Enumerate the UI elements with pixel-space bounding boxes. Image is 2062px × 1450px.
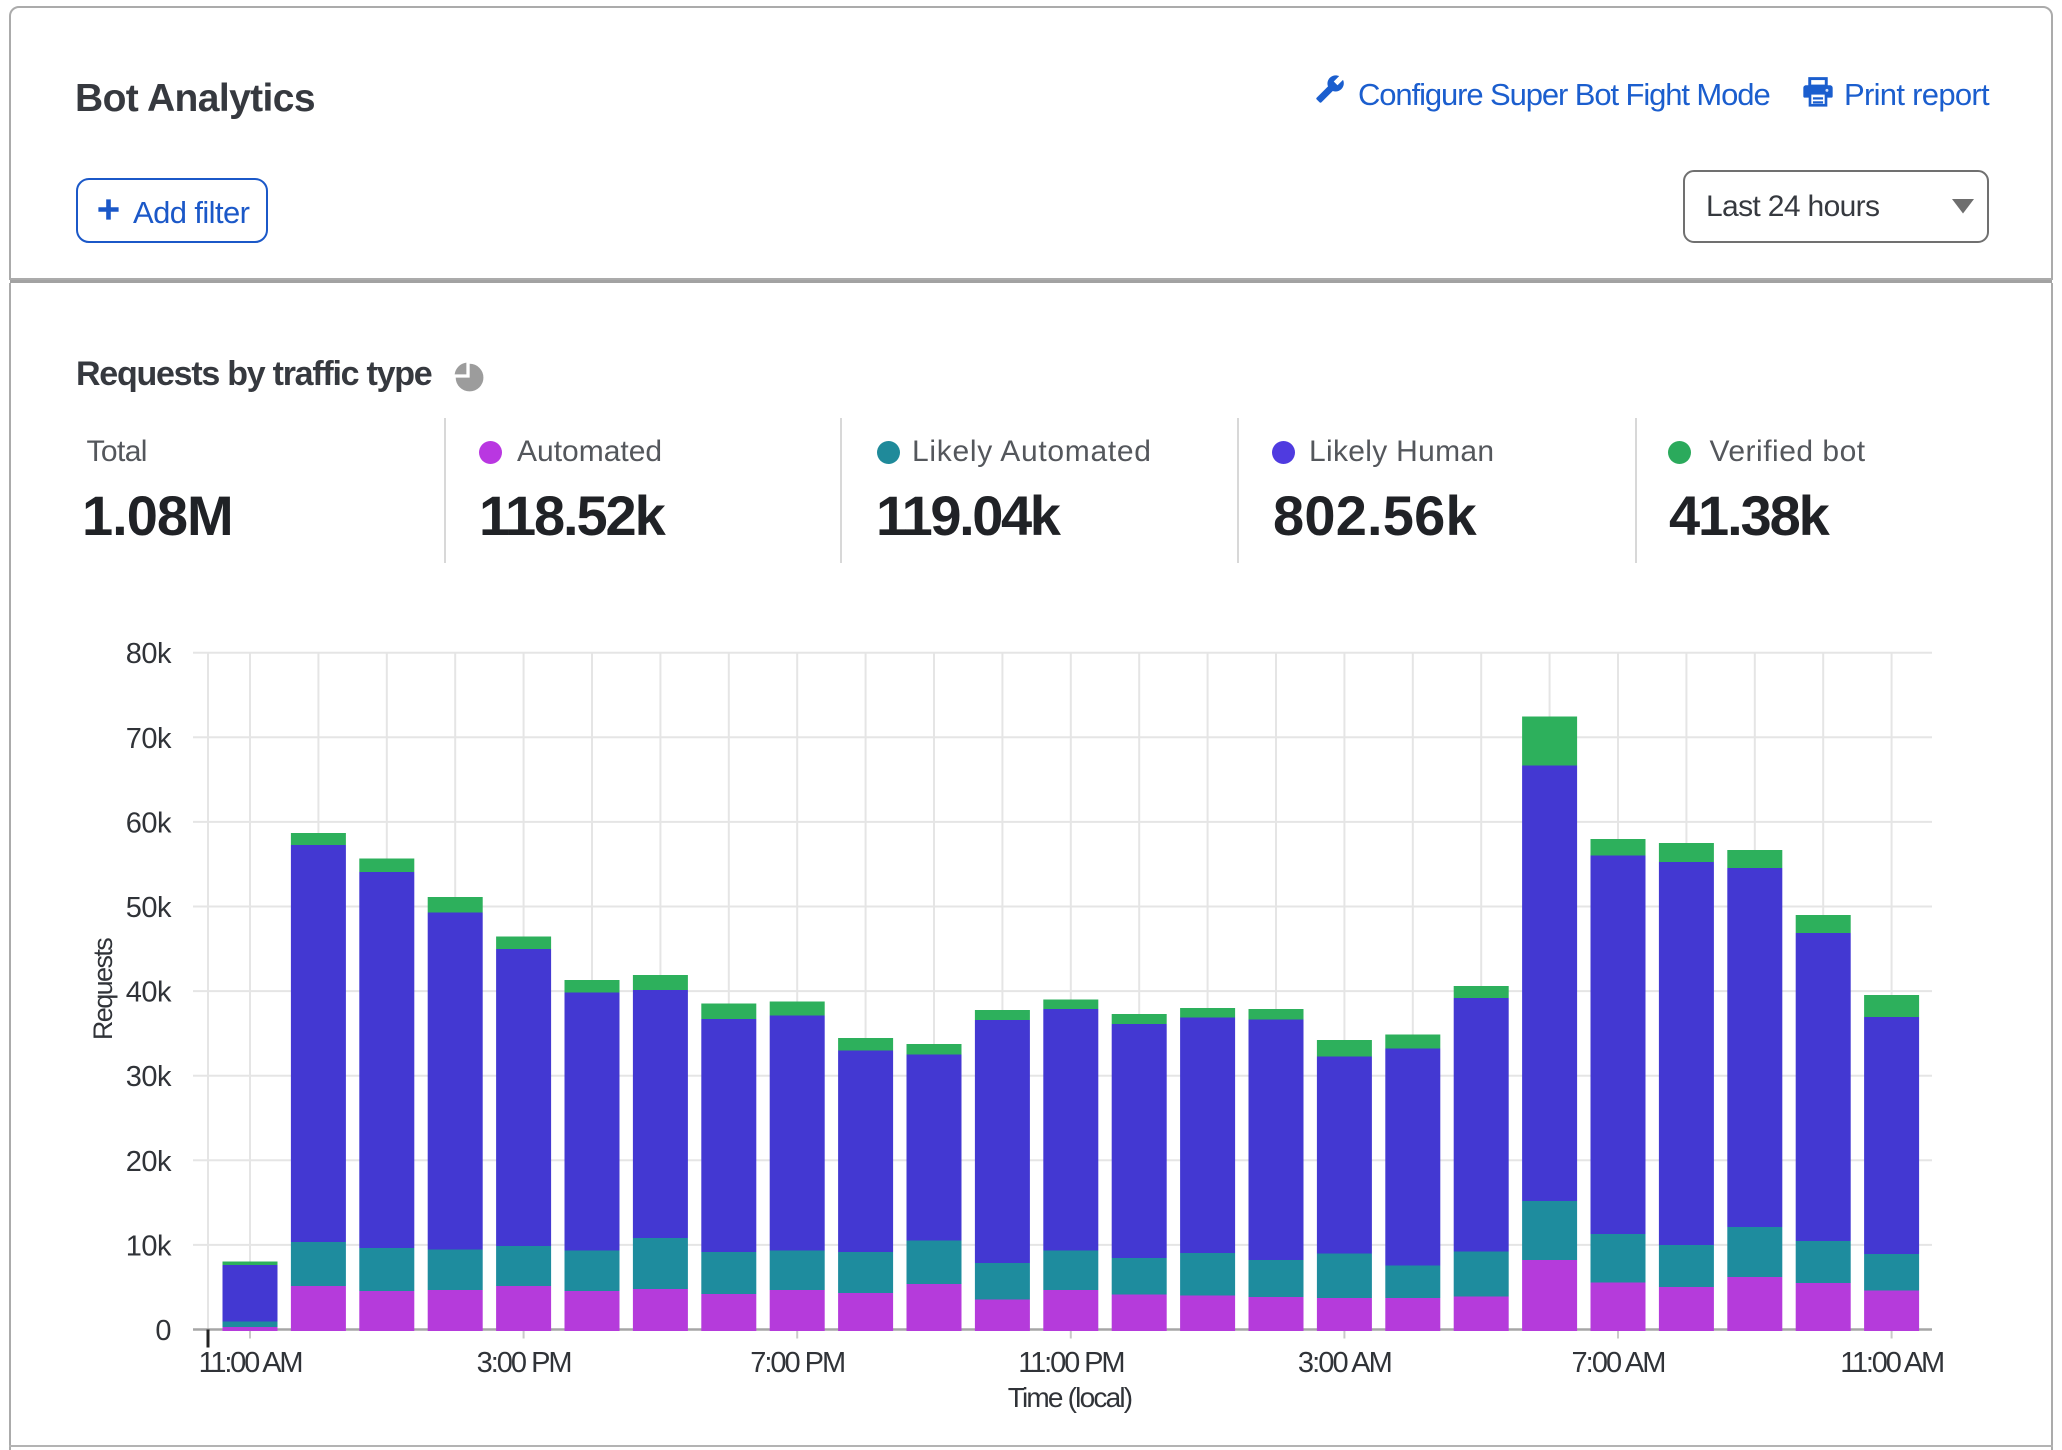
svg-text:70k: 70k xyxy=(126,723,172,755)
svg-text:11:00 AM: 11:00 AM xyxy=(199,1347,302,1379)
svg-text:3:00 PM: 3:00 PM xyxy=(477,1347,571,1379)
svg-text:50k: 50k xyxy=(126,892,172,924)
svg-text:60k: 60k xyxy=(126,807,172,839)
svg-text:Requests: Requests xyxy=(88,938,118,1040)
svg-text:7:00 AM: 7:00 AM xyxy=(1571,1347,1664,1379)
svg-text:30k: 30k xyxy=(126,1061,172,1093)
svg-text:80k: 80k xyxy=(126,638,172,670)
svg-text:7:00 PM: 7:00 PM xyxy=(750,1347,844,1379)
svg-text:11:00 PM: 11:00 PM xyxy=(1018,1347,1123,1379)
svg-text:0: 0 xyxy=(155,1315,171,1347)
svg-text:11:00 AM: 11:00 AM xyxy=(1840,1347,1943,1379)
svg-text:20k: 20k xyxy=(126,1146,172,1178)
svg-text:40k: 40k xyxy=(126,977,172,1009)
svg-text:10k: 10k xyxy=(126,1230,172,1262)
svg-text:Time (local): Time (local) xyxy=(1008,1382,1132,1413)
svg-text:3:00 AM: 3:00 AM xyxy=(1298,1347,1391,1379)
